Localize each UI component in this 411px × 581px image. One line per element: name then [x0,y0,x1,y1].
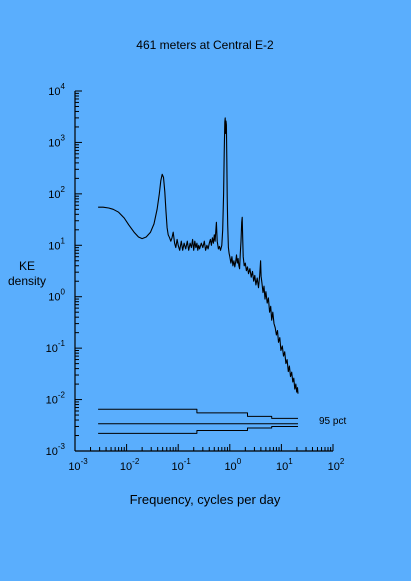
tick-label-base: 10 [120,461,132,473]
y-tick-label: 101 [48,236,65,252]
confidence-upper-line [98,408,298,419]
y-tick-label: 100 [48,288,65,304]
y-axis-label-line-2: density [8,274,46,288]
x-tick-label: 102 [328,457,345,473]
x-tick-label: 100 [224,457,241,473]
x-tick-label: 101 [276,457,293,473]
tick-label-exponent: -2 [58,391,66,400]
tick-label-base: 10 [68,461,80,473]
tick-label-base: 10 [48,189,60,201]
chart-title: 461 meters at Central E-2 [136,38,274,52]
tick-label-exponent: 1 [288,457,293,466]
tick-label-exponent: 3 [61,133,66,142]
tick-label-base: 10 [276,461,288,473]
x-axis-label: Frequency, cycles per day [130,492,281,507]
y-axis-label-line-1: KE [19,259,35,273]
tick-label-base: 10 [172,461,184,473]
tick-label-base: 10 [46,395,58,407]
tick-label-exponent: -3 [58,442,66,451]
tick-label-exponent: -3 [81,457,89,466]
spectrum-series-line [98,117,299,394]
tick-label-base: 10 [48,240,60,252]
y-tick-label: 10-2 [46,391,66,407]
x-tick-label: 10-2 [120,457,140,473]
tick-label-exponent: -1 [58,339,66,348]
tick-label-exponent: 4 [61,82,66,91]
y-tick-label: 10-1 [46,339,66,355]
tick-label-base: 10 [224,461,236,473]
confidence-band [98,408,298,434]
tick-label-base: 10 [48,86,60,98]
x-tick-label: 10-1 [172,457,192,473]
tick-label-base: 10 [48,137,60,149]
y-tick-label: 104 [48,82,65,98]
tick-label-exponent: 0 [237,457,242,466]
tick-label-exponent: 1 [61,236,66,245]
plot-area [98,117,299,394]
confidence-lower-line [98,426,298,434]
tick-label-exponent: 2 [340,457,345,466]
tick-label-base: 10 [48,292,60,304]
y-tick-label: 103 [48,133,65,149]
tick-label-base: 10 [46,446,58,458]
y-tick-label: 102 [48,185,65,201]
y-tick-label: 10-3 [46,442,66,458]
x-tick-label: 10-3 [68,457,88,473]
confidence-label: 95 pct [319,416,346,427]
tick-label-exponent: 0 [61,288,66,297]
tick-label-exponent: -2 [132,457,140,466]
tick-label-exponent: 2 [61,185,66,194]
tick-label-exponent: -1 [184,457,192,466]
tick-label-base: 10 [46,343,58,355]
tick-label-base: 10 [328,461,340,473]
